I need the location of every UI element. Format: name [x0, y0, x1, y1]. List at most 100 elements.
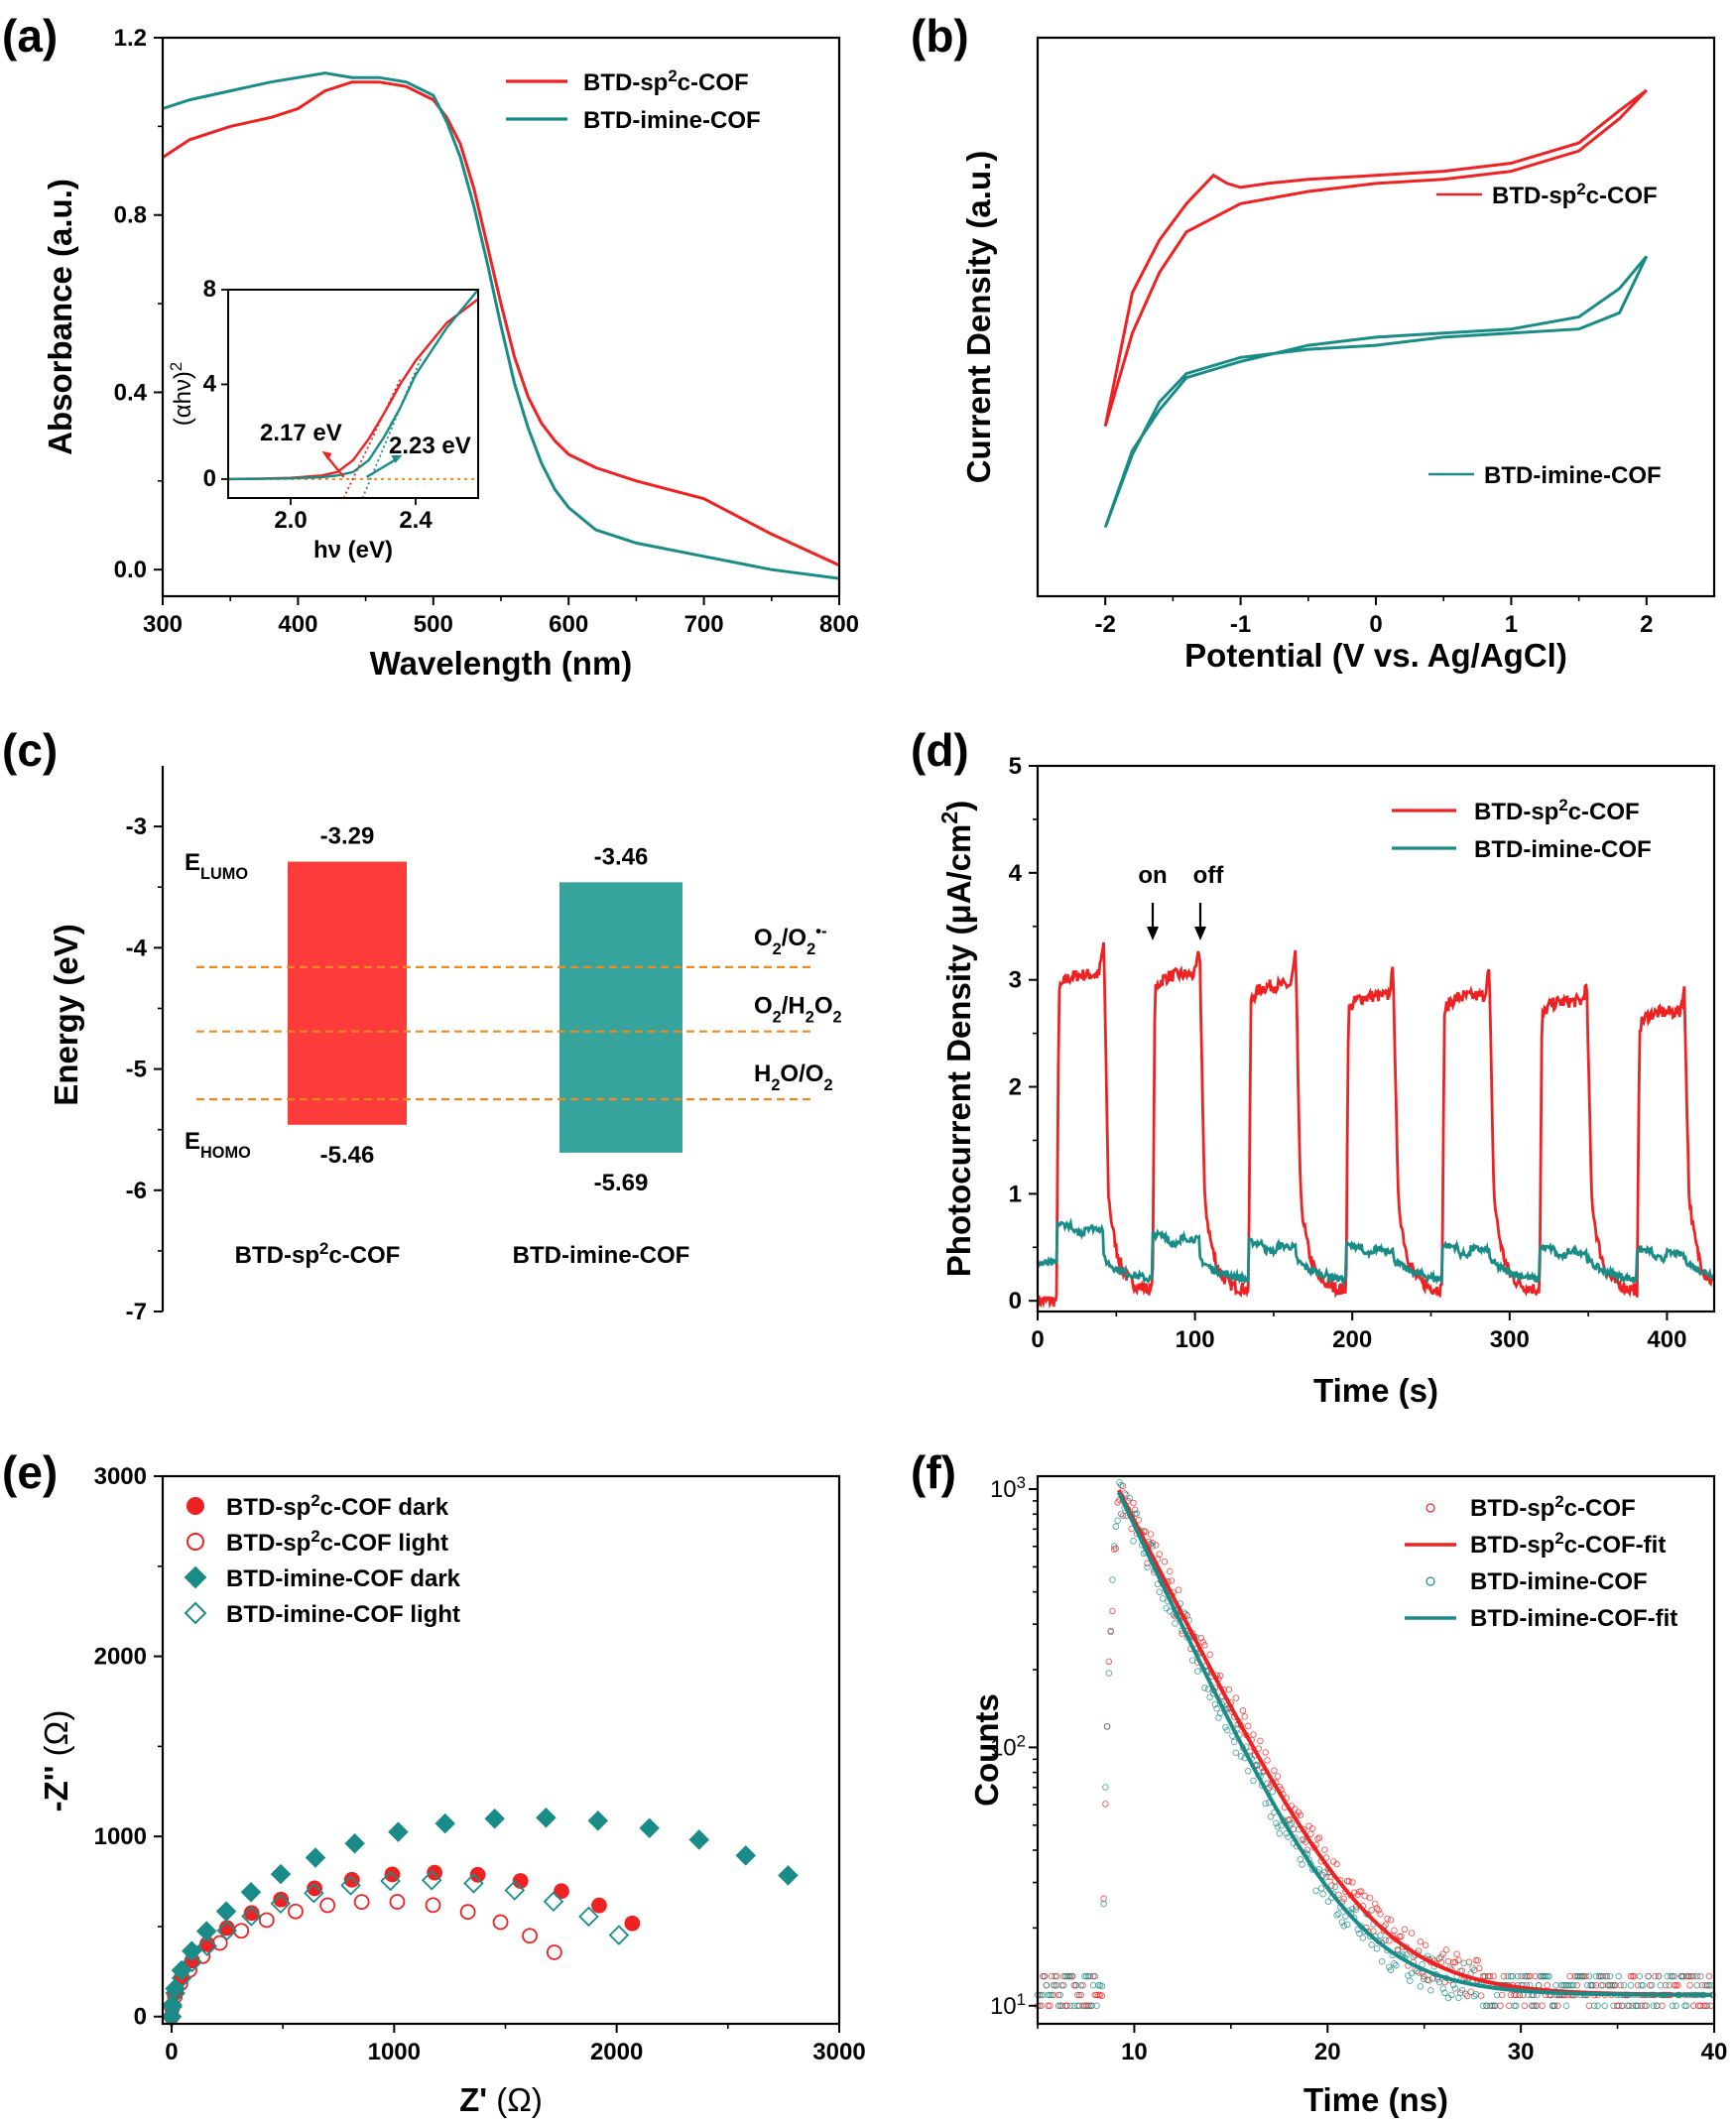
data-point — [1458, 1986, 1466, 1994]
data-point — [1544, 1981, 1551, 1989]
data-point — [1065, 1972, 1072, 1980]
y-tick-label: 102 — [990, 1731, 1026, 1762]
data-point — [1568, 1981, 1575, 1989]
data-point — [1077, 1981, 1085, 1989]
data-point — [1288, 1819, 1296, 1827]
data-point — [1225, 1686, 1233, 1693]
data-point — [1703, 1981, 1711, 1989]
data-point — [1682, 2002, 1690, 2010]
data-point — [1511, 2002, 1518, 2010]
data-point — [1521, 2002, 1529, 2010]
series-BTD-imine-COF — [1034, 1479, 1716, 2010]
arrow-teal — [365, 457, 398, 478]
data-point — [215, 1901, 237, 1922]
data-point — [639, 1817, 660, 1839]
data-point — [171, 1967, 192, 1989]
data-point — [1377, 1911, 1384, 1918]
data-point — [1326, 1873, 1333, 1880]
data-point — [1668, 1972, 1674, 1980]
data-point — [241, 1906, 262, 1927]
x-tick-label: 500 — [414, 611, 453, 638]
legend-label-BTD-imine-COF: BTD-imine-COF — [1474, 836, 1652, 863]
data-point — [1645, 1972, 1652, 1980]
x-axis-label: Potential (V vs. Ag/AgCl) — [1184, 637, 1567, 674]
x-tick-label: 1 — [1505, 611, 1518, 638]
data-point — [1530, 2002, 1538, 2010]
data-point — [1112, 1523, 1120, 1530]
data-point — [1144, 1563, 1151, 1570]
data-point — [1669, 2002, 1676, 2010]
data-point — [1386, 1937, 1393, 1944]
data-point — [1119, 1512, 1127, 1519]
data-point — [1435, 1978, 1443, 1986]
data-point — [1394, 1946, 1402, 1954]
data-point — [1299, 1861, 1305, 1868]
data-point — [1398, 1933, 1405, 1940]
inset-x-axis-label: hν (eV) — [313, 537, 393, 563]
data-point — [1566, 1972, 1573, 1980]
series-BTD-sp2c-COF — [1034, 1482, 1716, 2010]
data-point — [1098, 1992, 1106, 1999]
band-bar-BTD-imine-COF — [559, 882, 682, 1153]
y-axis-label: Photocurrent Density (μA/cm2) — [936, 801, 977, 1277]
data-point — [1596, 1972, 1603, 1980]
panel-label-e: (e) — [2, 1446, 58, 1498]
data-point — [1686, 1981, 1693, 1989]
data-point — [1244, 1768, 1252, 1775]
data-point — [196, 1936, 218, 1956]
data-point — [1455, 1956, 1462, 1964]
data-point — [1650, 2002, 1658, 2010]
data-point — [1188, 1657, 1196, 1664]
data-point — [1274, 1773, 1282, 1780]
data-point — [624, 1915, 641, 1932]
data-point — [1131, 1506, 1139, 1514]
data-point — [1109, 1607, 1116, 1615]
data-point — [1054, 2002, 1062, 2010]
data-point — [1262, 1800, 1269, 1808]
data-point — [1322, 1873, 1330, 1881]
x-tick-label: 400 — [278, 611, 317, 638]
data-point — [1648, 1981, 1656, 1989]
data-point — [1523, 1972, 1531, 1980]
data-point — [1216, 1709, 1224, 1717]
x-tick-label: 0 — [1031, 1326, 1044, 1353]
data-point — [1147, 1531, 1155, 1538]
data-point — [1098, 1982, 1106, 1990]
x-tick-label: 600 — [549, 611, 588, 638]
data-point — [1328, 1882, 1335, 1889]
data-point — [1040, 1972, 1047, 1980]
data-point — [1345, 1878, 1353, 1885]
data-point — [1615, 1972, 1622, 1980]
data-point — [1566, 1981, 1573, 1989]
data-point — [1223, 1726, 1231, 1734]
plot-frame-d — [1036, 764, 1716, 1313]
x-axis-label: Time (s) — [1313, 1372, 1438, 1409]
data-point — [1269, 1788, 1277, 1796]
data-point — [1453, 1950, 1460, 1957]
data-point — [1569, 1981, 1577, 1989]
data-point — [1232, 1749, 1240, 1756]
e-homo-label: EHOMO — [185, 1128, 251, 1162]
data-point — [1421, 1973, 1427, 1980]
data-point — [305, 1847, 326, 1868]
data-point — [233, 1923, 250, 1939]
data-point — [1102, 1801, 1109, 1808]
legend-label-BTD-sp2c-COF light: BTD-sp2c-COF light — [226, 1527, 448, 1558]
data-point — [1204, 1686, 1212, 1692]
data-point — [1474, 1956, 1481, 1964]
data-point — [1462, 1990, 1469, 1998]
data-point — [1232, 1694, 1240, 1701]
tangent-line-red — [342, 379, 402, 499]
x-tick-label: 800 — [819, 611, 859, 638]
data-point — [1340, 1923, 1347, 1930]
panel-label-d: (d) — [911, 724, 969, 776]
panel-label-f: (f) — [911, 1446, 956, 1498]
data-point — [1359, 1935, 1367, 1941]
x-tick-label: 20 — [1314, 2039, 1341, 2065]
data-point — [1054, 1981, 1060, 1989]
data-point — [1130, 1538, 1137, 1545]
data-point — [1641, 2002, 1649, 2010]
inset-background — [228, 290, 478, 498]
y-tick-label: 5 — [1009, 753, 1022, 780]
data-point — [587, 1811, 609, 1831]
